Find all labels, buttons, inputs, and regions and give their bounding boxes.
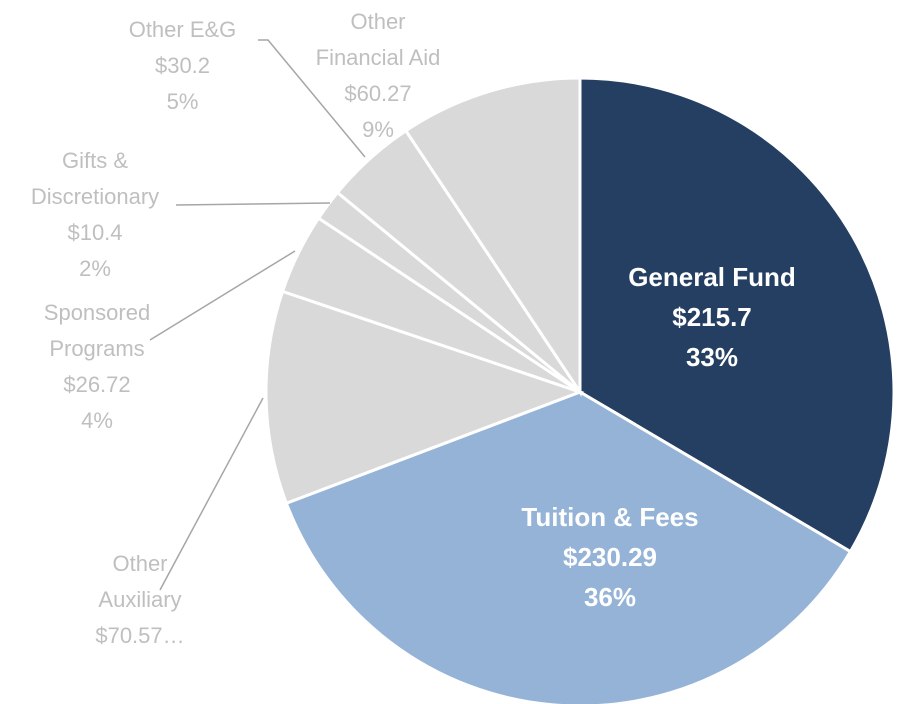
category-label: Other E&G bbox=[128, 17, 237, 42]
pie-slice bbox=[578, 76, 896, 554]
slice-label: Sponsored Programs $26.72 4% bbox=[27, 295, 167, 439]
value-label: $26.72 bbox=[63, 372, 131, 397]
slice-label: Gifts & Discretionary $10.4 2% bbox=[10, 143, 180, 287]
pie-slice bbox=[284, 390, 853, 704]
percent-label: 5% bbox=[166, 89, 199, 114]
pie-slice bbox=[403, 76, 582, 397]
percent-label: 9% bbox=[362, 117, 394, 142]
category-label: Other Financial Aid bbox=[315, 9, 441, 70]
category-label: General Fund bbox=[628, 262, 796, 292]
category-label: Tuition & Fees bbox=[521, 502, 699, 532]
category-label: Sponsored Programs bbox=[43, 300, 151, 361]
percent-label: 2% bbox=[79, 256, 111, 281]
value-label: $70.57… bbox=[95, 623, 185, 648]
percent-label: 36% bbox=[583, 582, 637, 612]
percent-label: 4% bbox=[81, 408, 113, 433]
slice-label: Other Financial Aid $60.27 9% bbox=[304, 4, 452, 148]
value-label: $230.29 bbox=[563, 542, 657, 572]
leader-line bbox=[175, 202, 331, 206]
leader-line bbox=[159, 397, 264, 591]
slice-label: Other E&G $30.2 5% bbox=[100, 12, 265, 120]
category-label: Gifts & Discretionary bbox=[30, 148, 160, 209]
value-label: $30.2 bbox=[154, 53, 211, 78]
leader-line bbox=[258, 39, 366, 158]
slice-label: Other Auxiliary $70.57… bbox=[85, 546, 195, 654]
slice-label: Tuition & Fees $230.29 36% bbox=[480, 497, 740, 617]
percent-label: 33% bbox=[685, 342, 739, 372]
value-label: $60.27 bbox=[344, 81, 412, 106]
category-label: Other Auxiliary bbox=[98, 551, 182, 612]
value-label: $10.4 bbox=[67, 220, 123, 245]
slice-label: General Fund $215.7 33% bbox=[602, 257, 822, 377]
pie-slice bbox=[264, 289, 585, 506]
leader-line bbox=[149, 250, 296, 341]
value-label: $215.7 bbox=[672, 302, 752, 332]
